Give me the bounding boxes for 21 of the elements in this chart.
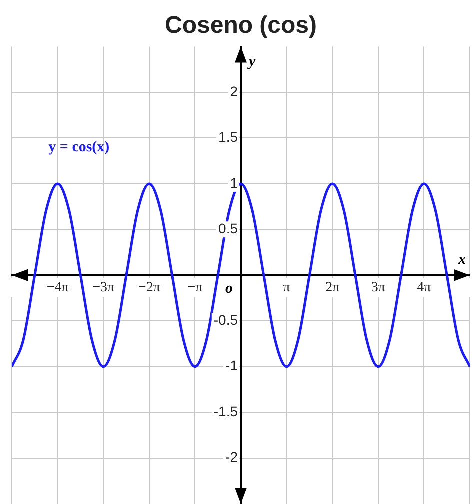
x-tick-label: 4π xyxy=(417,280,432,296)
y-tick-label: 1.5 xyxy=(218,129,238,146)
y-tick-label: -1 xyxy=(226,358,238,374)
x-tick-label: π xyxy=(283,280,290,296)
y-tick-label: -1.5 xyxy=(214,403,238,420)
y-tick-label: 0.5 xyxy=(218,220,238,237)
y-tick-label: -2 xyxy=(226,449,238,466)
y-tick-label: 1 xyxy=(230,174,238,191)
x-tick-label: −3π xyxy=(92,280,115,296)
x-tick-label: 2π xyxy=(326,280,340,296)
x-tick-label: −4π xyxy=(46,280,69,296)
y-tick-label: -0.5 xyxy=(214,312,238,328)
annotation: o xyxy=(226,280,233,297)
chart-title: Coseno (cos) xyxy=(164,12,318,40)
x-tick-label: 3π xyxy=(371,280,386,296)
x-axis-title: x xyxy=(458,252,466,268)
x-tick-label: −2π xyxy=(138,280,160,296)
text: y = cos(x) xyxy=(48,139,110,156)
y-tick-label: 2 xyxy=(230,83,238,100)
x-tick-label: −π xyxy=(188,280,203,296)
y-axis-title: y xyxy=(247,54,256,70)
